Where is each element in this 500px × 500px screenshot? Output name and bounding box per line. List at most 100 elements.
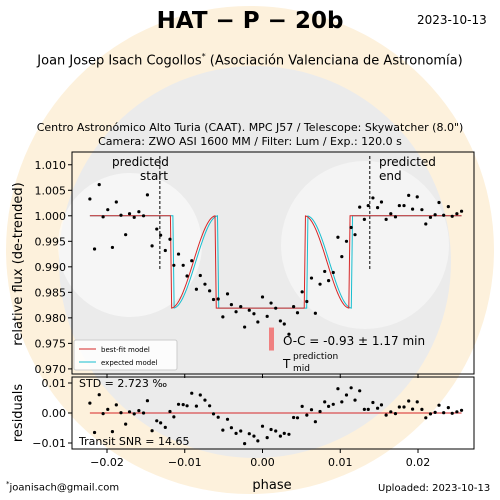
residual-point — [410, 407, 415, 411]
residual-point — [428, 412, 433, 416]
data-point — [353, 233, 357, 237]
data-point — [389, 212, 393, 216]
predicted-end-label-2: end — [379, 169, 402, 183]
data-point — [176, 252, 181, 256]
observer-affiliation: (Asociación Valenciana de Astronomía) — [209, 53, 463, 69]
header-date: 2023-10-13 — [417, 13, 487, 27]
data-point — [375, 206, 380, 210]
residual-point — [256, 439, 260, 443]
data-point — [185, 274, 189, 278]
residual-point — [269, 427, 273, 432]
residual-point — [292, 415, 296, 420]
residual-point — [97, 393, 101, 397]
data-point — [393, 215, 398, 219]
data-point — [402, 203, 406, 208]
oc-label: O-C = -0.93 ± 1.17 min — [283, 334, 425, 348]
data-point — [410, 207, 415, 211]
residuals-x-ticks: −0.02 −0.01 0.00 0.01 0.02 — [90, 449, 430, 469]
residual-point — [243, 442, 247, 446]
data-point — [221, 315, 225, 319]
data-point — [442, 213, 446, 217]
residual-point — [446, 406, 450, 410]
main-y-ticks: 0.970 0.975 0.980 0.985 0.990 0.995 1.000 1.005… — [35, 159, 72, 376]
data-point — [397, 203, 401, 208]
data-point — [265, 314, 269, 318]
data-point — [208, 289, 212, 293]
data-point — [295, 311, 300, 315]
residual-point — [124, 422, 128, 426]
residual-point — [344, 393, 349, 397]
data-point — [243, 325, 247, 329]
residual-point — [172, 415, 176, 419]
residual-point — [198, 393, 202, 397]
residual-point — [194, 404, 199, 408]
data-point — [194, 287, 199, 291]
data-point — [260, 295, 265, 299]
residual-point — [127, 410, 132, 414]
residuals-y-ticks: −0.01 0.00 0.01 — [32, 377, 72, 450]
residual-point — [358, 389, 362, 393]
residual-point — [402, 405, 406, 409]
y-tick-label: 0.975 — [35, 337, 67, 350]
residual-point — [305, 413, 309, 417]
data-point — [331, 270, 335, 275]
residual-point — [106, 407, 110, 411]
residual-point — [371, 400, 375, 405]
data-point — [344, 239, 349, 243]
data-point — [349, 225, 353, 230]
expected-model-line — [89, 215, 462, 309]
data-point — [247, 308, 251, 312]
residual-point — [287, 432, 291, 436]
data-point — [101, 215, 105, 219]
residual-point — [190, 391, 194, 395]
y-tick-label: 1.010 — [35, 159, 67, 172]
x-tick-label: 0.00 — [250, 456, 275, 469]
residual-point — [362, 407, 366, 411]
residual-point — [433, 410, 437, 414]
data-point — [97, 183, 101, 187]
residual-point — [300, 404, 304, 408]
footer-email: joanisach@gmail.com — [9, 482, 120, 494]
data-point — [92, 247, 97, 251]
data-point — [371, 196, 375, 200]
residual-point — [349, 386, 353, 390]
residuals-y-tick-label: −0.01 — [32, 437, 66, 450]
data-point — [234, 310, 238, 314]
residual-point — [163, 425, 167, 429]
data-point — [132, 215, 136, 219]
x-tick-label: −0.02 — [90, 456, 124, 469]
residual-point — [442, 411, 446, 415]
footer-email-line: *joanisach@gmail.com — [6, 480, 119, 493]
residual-point — [379, 403, 384, 407]
x-tick-label: 0.01 — [328, 456, 353, 469]
footer-uploaded: Uploaded: 2023-10-13 — [378, 483, 491, 494]
residual-point — [211, 412, 216, 416]
residual-point — [353, 398, 357, 402]
data-point — [407, 193, 411, 197]
y-tick-label: 0.990 — [35, 261, 67, 274]
snr-label: Transit SNR = 14.65 — [78, 435, 190, 448]
data-point — [459, 209, 464, 213]
data-point — [326, 279, 331, 283]
data-point — [106, 208, 110, 212]
residual-point — [252, 434, 256, 438]
residual-point — [313, 420, 317, 424]
residual-point — [145, 399, 150, 403]
data-point — [252, 312, 256, 316]
data-point — [362, 217, 366, 221]
data-point — [127, 212, 132, 216]
residual-point — [415, 400, 419, 404]
data-point — [446, 205, 450, 209]
data-point — [415, 195, 419, 199]
data-point — [88, 197, 92, 201]
data-point — [455, 212, 459, 216]
residual-point — [459, 408, 464, 412]
data-point — [181, 263, 185, 267]
legend-expected-label: expected model — [101, 359, 157, 367]
data-point — [124, 233, 128, 237]
predicted-end-label-1: predicted — [379, 155, 436, 169]
residuals-panel: −0.01 0.00 0.01 −0.02 −0.01 0.00 0.01 0.02 STD… — [32, 376, 475, 469]
y-tick-label: 0.980 — [35, 312, 67, 325]
residual-point — [137, 409, 141, 413]
